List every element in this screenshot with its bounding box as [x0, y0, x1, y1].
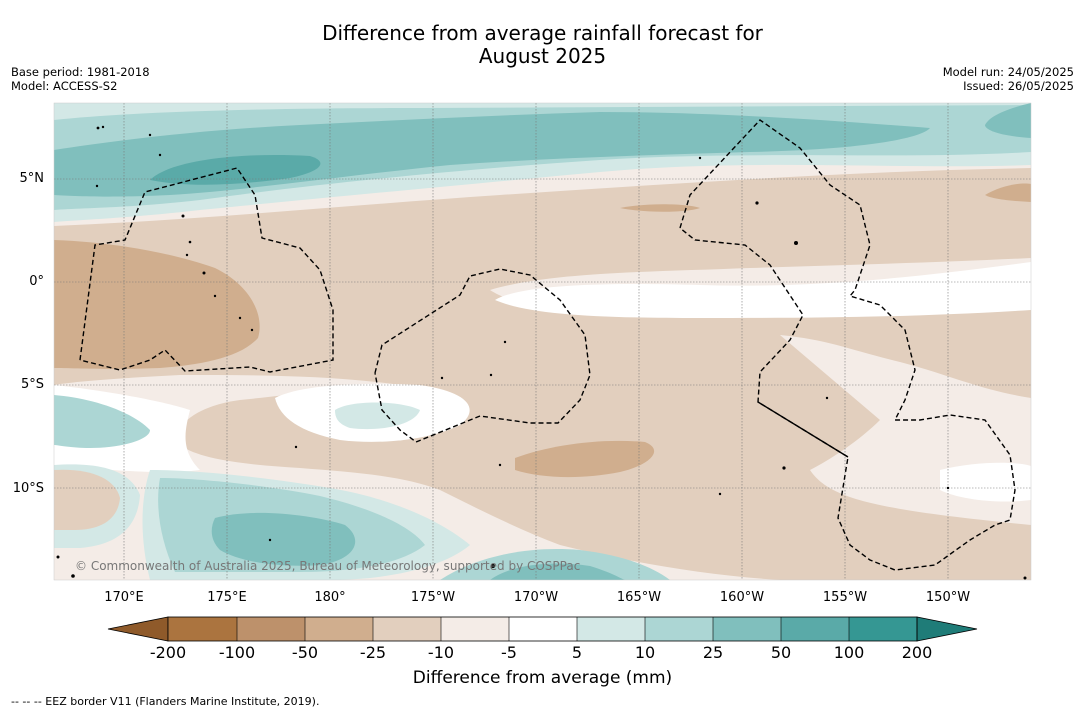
- colorbar-tick: 25: [702, 643, 724, 662]
- map-fill: [54, 103, 1031, 580]
- lon-label-150w: 150°W: [925, 590, 971, 605]
- title-line-2: August 2025: [478, 44, 607, 68]
- lon-label-160w: 160°W: [719, 590, 765, 605]
- colorbar-swatch: [441, 617, 509, 641]
- contour-green-sw: [54, 395, 150, 448]
- metadata-left: Base period: 1981-2018 Model: ACCESS-S2: [11, 65, 150, 93]
- contour-white-se: [940, 462, 1031, 502]
- colorbar-swatch: [577, 617, 645, 641]
- colorbar-swatch: [373, 617, 441, 641]
- contour-brown-patch: [515, 440, 655, 478]
- colorbar-tick: -25: [359, 643, 387, 662]
- lat-label-5s: 5°S: [20, 377, 44, 392]
- contour-white-east: [495, 262, 1031, 318]
- colorbar-extend-low: [107, 616, 169, 642]
- contour-brown-light: [54, 168, 1031, 580]
- copyright-notice: © Commonwealth of Australia 2025, Bureau…: [75, 559, 580, 573]
- colorbar-tick: -100: [218, 643, 256, 662]
- contour-brown-strip: [620, 204, 700, 212]
- islands: [56, 125, 1027, 580]
- colorbar-tick: -5: [501, 643, 517, 662]
- colorbar-tick: 50: [770, 643, 792, 662]
- colorbar-swatch: [849, 617, 917, 641]
- colorbar-swatch: [509, 617, 577, 641]
- lat-label-0: 0°: [29, 274, 44, 289]
- title-line-1: Difference from average rainfall forecas…: [322, 21, 763, 45]
- lon-label-170e: 170°E: [104, 590, 144, 605]
- lat-label-5n: 5°N: [19, 171, 45, 186]
- contour-brown-sw: [54, 469, 120, 530]
- colorbar-extend-high: [916, 616, 978, 642]
- lon-label-175w: 175°W: [410, 590, 456, 605]
- colorbar-swatch: [237, 617, 305, 641]
- contour-green-south-core: [211, 512, 356, 566]
- model-run: Model run: 24/05/2025: [942, 65, 1074, 79]
- contour-green-islet: [335, 402, 420, 430]
- lat-label-10s: 10°S: [12, 481, 44, 496]
- contour-brown-ne: [985, 183, 1031, 202]
- colorbar-tick: 10: [634, 643, 656, 662]
- eez-footnote: -- -- -- EEZ border V11 (Flanders Marine…: [11, 695, 320, 708]
- lon-label-165w: 165°W: [616, 590, 662, 605]
- map-title: Difference from average rainfall forecas…: [0, 22, 1085, 68]
- base-period: Base period: 1981-2018: [11, 65, 150, 79]
- colorbar-tick: -10: [427, 643, 455, 662]
- colorbar-tick: 5: [571, 643, 583, 662]
- metadata-right: Model run: 24/05/2025 Issued: 26/05/2025: [943, 65, 1074, 93]
- colorbar-tick: 200: [901, 643, 933, 662]
- colorbar-outline: [167, 616, 918, 642]
- colorbar-tick: -50: [291, 643, 319, 662]
- colorbar-tick: -200: [149, 643, 187, 662]
- colorbar-swatch: [781, 617, 849, 641]
- colorbar-dividers: [236, 617, 850, 641]
- contour-brown-mid: [54, 240, 260, 369]
- eez-solid-segment: [757, 401, 849, 458]
- colorbar-label: Difference from average (mm): [412, 668, 673, 688]
- contour-green-south-east-core: [490, 563, 625, 580]
- issued-date: Issued: 26/05/2025: [963, 79, 1074, 93]
- colorbar-swatch: [305, 617, 373, 641]
- lon-label-155w: 155°W: [822, 590, 868, 605]
- map-frame: [53, 102, 1032, 581]
- colorbar-swatch: [168, 617, 237, 641]
- contour-green-ne: [985, 103, 1031, 138]
- eez-borders: [79, 119, 1016, 571]
- lon-label-180: 180°: [314, 590, 346, 605]
- graticule: [54, 103, 1031, 580]
- model-name: Model: ACCESS-S2: [11, 79, 118, 93]
- contour-green-core: [150, 155, 321, 185]
- lon-label-175e: 175°E: [207, 590, 247, 605]
- colorbar: [107, 616, 978, 642]
- colorbar-swatch: [713, 617, 781, 641]
- lon-label-170w: 170°W: [513, 590, 559, 605]
- colorbar-tick: 100: [833, 643, 865, 662]
- colorbar-swatch: [645, 617, 713, 641]
